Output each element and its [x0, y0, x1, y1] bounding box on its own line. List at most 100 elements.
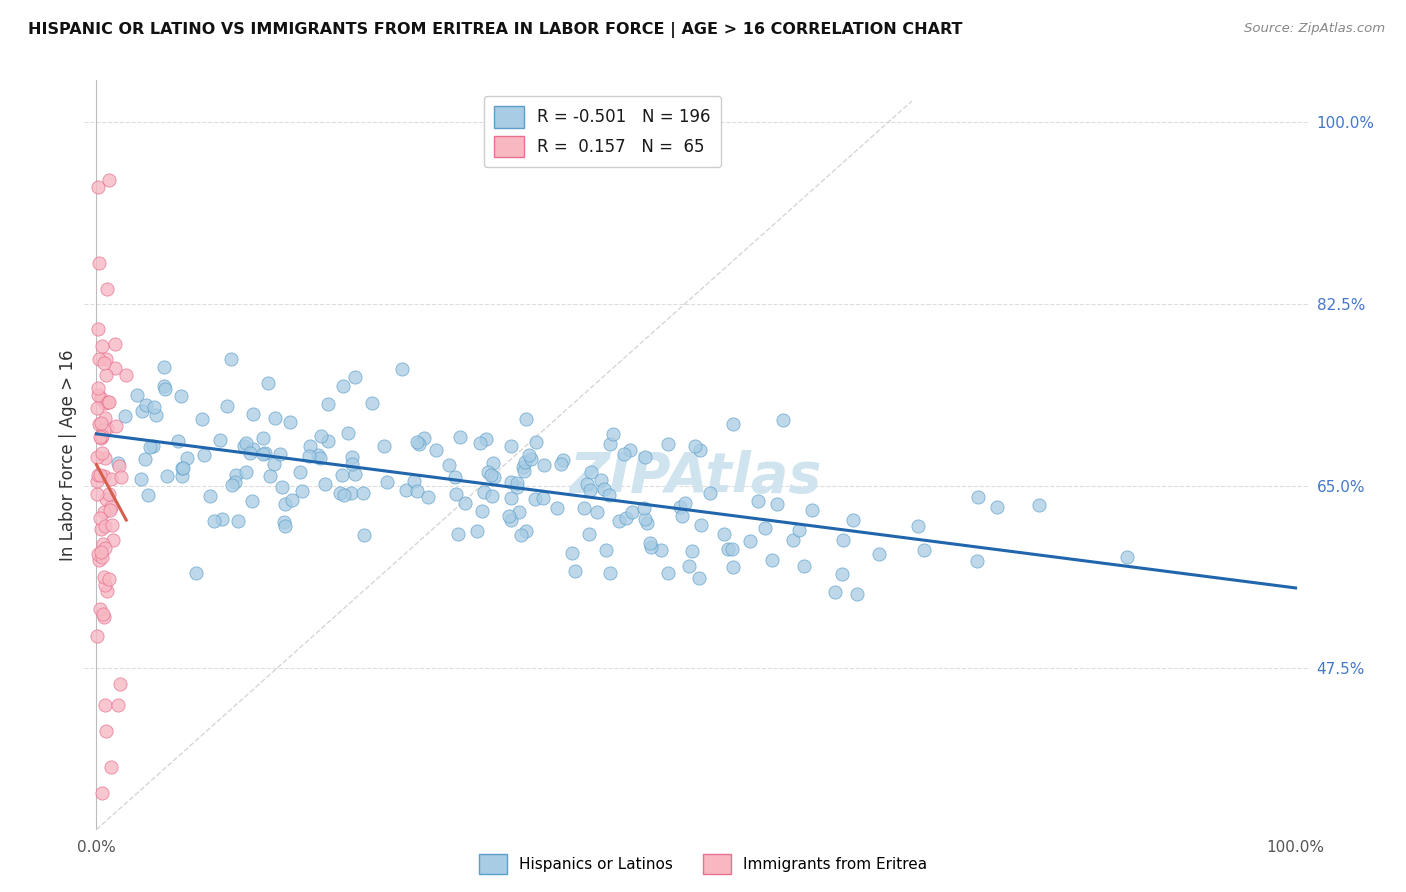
Point: [271, 480, 294, 494]
Point: [471, 504, 494, 518]
Point: [143, 401, 166, 415]
Point: [720, 542, 742, 557]
Point: [824, 584, 846, 599]
Point: [87, 381, 110, 395]
Point: [263, 457, 285, 471]
Point: [531, 491, 554, 505]
Point: [104, 337, 127, 351]
Point: [191, 412, 214, 426]
Point: [425, 443, 447, 458]
Point: [437, 458, 460, 472]
Point: [193, 448, 215, 462]
Point: [576, 476, 599, 491]
Point: [619, 443, 641, 458]
Point: [550, 457, 572, 471]
Point: [375, 475, 398, 489]
Point: [499, 491, 522, 505]
Point: [793, 558, 815, 573]
Point: [506, 475, 529, 490]
Point: [288, 465, 311, 479]
Point: [202, 514, 225, 528]
Point: [139, 440, 162, 454]
Y-axis label: In Labor Force | Age > 16: In Labor Force | Age > 16: [59, 349, 77, 561]
Point: [689, 518, 711, 533]
Point: [506, 480, 529, 494]
Point: [572, 501, 595, 516]
Point: [90, 417, 112, 431]
Point: [524, 434, 547, 449]
Point: [472, 484, 495, 499]
Point: [86, 401, 108, 416]
Point: [186, 566, 208, 580]
Point: [89, 256, 111, 270]
Point: [675, 496, 697, 510]
Point: [520, 452, 543, 467]
Point: [846, 587, 869, 601]
Point: [831, 567, 853, 582]
Point: [219, 352, 242, 367]
Point: [280, 492, 302, 507]
Point: [217, 400, 239, 414]
Point: [252, 447, 274, 461]
Point: [97, 572, 120, 586]
Point: [589, 474, 612, 488]
Point: [721, 560, 744, 574]
Point: [1115, 550, 1137, 565]
Point: [115, 368, 138, 382]
Point: [595, 543, 617, 558]
Point: [316, 397, 339, 411]
Point: [291, 483, 314, 498]
Point: [581, 465, 603, 479]
Point: [98, 503, 121, 517]
Point: [107, 459, 129, 474]
Point: [86, 450, 108, 464]
Point: [274, 497, 297, 511]
Point: [93, 423, 115, 437]
Point: [593, 482, 616, 496]
Point: [787, 523, 810, 537]
Point: [93, 505, 115, 519]
Point: [101, 533, 124, 547]
Point: [688, 570, 710, 584]
Point: [337, 425, 360, 440]
Point: [754, 521, 776, 535]
Point: [91, 607, 114, 621]
Point: [340, 450, 363, 464]
Point: [176, 451, 198, 466]
Point: [114, 409, 136, 424]
Point: [499, 475, 522, 490]
Point: [636, 516, 658, 530]
Point: [475, 432, 498, 446]
Point: [484, 470, 506, 484]
Point: [353, 528, 375, 542]
Point: [481, 456, 503, 470]
Point: [967, 491, 990, 505]
Point: [333, 488, 356, 502]
Point: [509, 527, 531, 541]
Point: [598, 488, 620, 502]
Point: [89, 601, 111, 615]
Point: [94, 396, 117, 410]
Point: [966, 554, 988, 568]
Point: [343, 370, 366, 384]
Point: [634, 512, 657, 526]
Point: [87, 351, 110, 366]
Text: HISPANIC OR LATINO VS IMMIGRANTS FROM ERITREA IN LABOR FORCE | AGE > 16 CORRELAT: HISPANIC OR LATINO VS IMMIGRANTS FROM ER…: [28, 22, 963, 38]
Point: [339, 486, 361, 500]
Point: [747, 494, 769, 508]
Point: [444, 487, 467, 501]
Point: [406, 435, 429, 450]
Point: [721, 417, 744, 431]
Point: [671, 509, 693, 524]
Point: [515, 524, 537, 538]
Point: [316, 434, 339, 448]
Point: [613, 447, 636, 461]
Point: [90, 392, 112, 406]
Point: [468, 435, 491, 450]
Point: [907, 518, 929, 533]
Point: [87, 179, 110, 194]
Point: [689, 443, 711, 458]
Point: [512, 460, 534, 475]
Point: [717, 541, 740, 556]
Point: [404, 475, 426, 489]
